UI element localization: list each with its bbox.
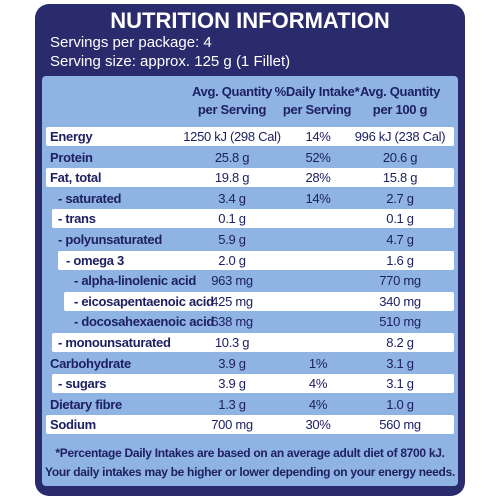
row-background: [52, 209, 454, 229]
column-header: Avg. Quantity: [191, 84, 273, 99]
footnote: Your daily intakes may be higher or lowe…: [45, 465, 455, 479]
row-label: - trans: [58, 211, 96, 227]
cell-value: 4%: [308, 376, 328, 392]
serving-size: Serving size: approx. 125 g (1 Fillet): [50, 53, 291, 70]
column-header: per Serving: [197, 102, 267, 117]
cell-value: 510 mg: [379, 314, 421, 330]
column-header: per Serving: [282, 102, 352, 117]
row-label: Energy: [50, 129, 93, 144]
servings-per-package: Servings per package: 4: [50, 34, 212, 51]
row-label: - polyunsaturated: [58, 232, 162, 247]
cell-value: 8.2 g: [386, 335, 414, 350]
row-background: [46, 415, 454, 435]
row-background: [46, 127, 454, 146]
cell-value: 3.9 g: [218, 376, 246, 392]
row-label: Dietary fibre: [50, 396, 122, 412]
row-label: - saturated: [58, 190, 122, 206]
row-label: Sodium: [50, 417, 96, 433]
row-label: - omega 3: [66, 252, 124, 268]
cell-value: 20.6 g: [382, 149, 418, 165]
row-label: Carbohydrate: [50, 355, 131, 371]
cell-value: 3.1 g: [386, 355, 414, 371]
column-header: per 100 g: [372, 102, 428, 117]
row-background: [64, 291, 454, 311]
title: NUTRITION INFORMATION: [110, 8, 390, 33]
cell-value: 3.1 g: [386, 376, 414, 392]
column-header: %Daily Intake*: [274, 84, 360, 99]
cell-value: 10.3 g: [214, 335, 250, 350]
footnote: *Percentage Daily Intakes are based on a…: [55, 446, 445, 460]
cell-value: 19.8 g: [214, 170, 250, 186]
cell-value: 4%: [308, 396, 328, 412]
cell-value: 0.1 g: [218, 211, 246, 227]
row-label: - eicosapentaenoic acid: [74, 293, 214, 309]
cell-value: 3.9 g: [218, 355, 246, 371]
cell-value: 963 mg: [211, 273, 253, 289]
cell-value: 30%: [305, 417, 331, 433]
cell-value: 560 mg: [379, 417, 421, 433]
row-label: - alpha-linolenic acid: [74, 273, 196, 289]
cell-value: 28%: [305, 170, 331, 186]
cell-value: 2.7 g: [386, 190, 414, 206]
cell-value: 996 kJ (238 Cal): [354, 129, 446, 144]
cell-value: 15.8 g: [382, 170, 418, 186]
row-background: [52, 374, 454, 394]
cell-value: 0.1 g: [386, 211, 414, 227]
cell-value: 425 mg: [211, 293, 253, 309]
row-label: Fat, total: [50, 170, 102, 186]
cell-value: 770 mg: [379, 273, 421, 289]
cell-value: 2.0 g: [218, 252, 246, 268]
row-label: - monounsaturated: [58, 335, 171, 350]
cell-value: 4.7 g: [386, 232, 414, 247]
cell-value: 1%: [308, 355, 328, 371]
cell-value: 3.4 g: [218, 190, 246, 206]
cell-value: 14%: [305, 129, 331, 144]
row-background: [52, 333, 454, 352]
cell-value: 1.6 g: [386, 252, 414, 268]
cell-value: 700 mg: [211, 417, 253, 433]
row-background: [58, 250, 454, 270]
cell-value: 1.0 g: [386, 396, 414, 412]
cell-value: 638 mg: [211, 314, 253, 330]
row-label: - sugars: [58, 376, 107, 392]
cell-value: 1.3 g: [218, 396, 246, 412]
row-label: Protein: [50, 149, 93, 165]
cell-value: 1250 kJ (298 Cal): [183, 129, 281, 144]
cell-value: 340 mg: [379, 293, 421, 309]
row-label: - docosahexaenoic acid: [74, 314, 215, 330]
cell-value: 5.9 g: [218, 232, 246, 247]
column-header: Avg. Quantity: [359, 84, 441, 99]
cell-value: 14%: [305, 190, 331, 206]
cell-value: 25.8 g: [214, 149, 250, 165]
cell-value: 52%: [305, 149, 331, 165]
row-background: [46, 168, 454, 188]
